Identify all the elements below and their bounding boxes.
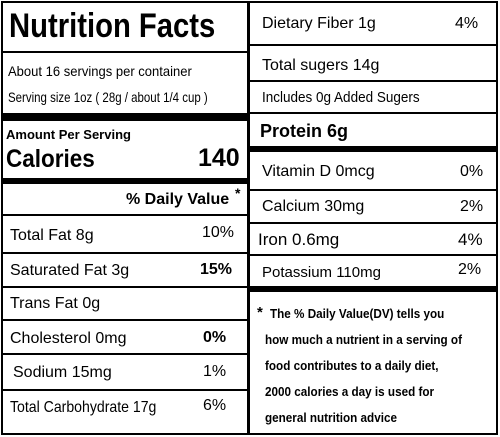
nutrient-daily-value: 6% [203, 397, 227, 414]
nutrient-label: Potassium 110mg [262, 264, 381, 281]
nutrient-daily-value: 2% [458, 261, 482, 278]
rule [250, 80, 496, 82]
nutrient-daily-value: 0% [203, 329, 227, 346]
nutrient-daily-value: 2% [460, 198, 484, 215]
serving-size: Serving size 1oz ( 28g / about 1/4 cup ) [8, 89, 208, 105]
nutrient-label: Total Carbohydrate 17g [10, 399, 157, 416]
rule [3, 252, 247, 254]
footnote-line: The % Daily Value(DV) tells you [270, 306, 445, 321]
amount-per-serving: Amount Per Serving [6, 127, 131, 142]
nutrient-daily-value: 4% [458, 230, 483, 249]
rule [250, 254, 496, 256]
protein-label: Protein 6g [260, 121, 349, 141]
rule [3, 51, 247, 53]
column-divider [247, 1, 250, 435]
daily-value-star: * [235, 185, 241, 201]
nutrient-label: Includes 0g Added Sugers [262, 89, 420, 106]
nutrient-label: Vitamin D 0mcg [262, 163, 375, 180]
nutrient-label: Total sugers 14g [262, 57, 380, 74]
footnote-line: how much a nutrient in a serving of [265, 332, 462, 347]
rule [250, 44, 496, 46]
nutrient-label: Trans Fat 0g [10, 295, 101, 312]
rule [3, 389, 247, 391]
rule [3, 214, 247, 216]
nutrient-daily-value: 0% [460, 163, 484, 180]
label-title: Nutrition Facts [9, 7, 216, 45]
footnote-line: food contributes to a daily diet, [265, 358, 439, 373]
thick-rule [3, 178, 247, 184]
rule [3, 353, 247, 355]
nutrient-label: Calcium 30mg [262, 198, 365, 215]
calories-label: Calories [6, 145, 95, 173]
footnote-star: * [257, 304, 263, 321]
servings-per-container: About 16 servings per container [8, 63, 192, 79]
thick-rule [3, 113, 247, 121]
footnote-line: general nutrition advice [265, 410, 397, 425]
nutrient-label: Saturated Fat 3g [10, 262, 130, 279]
rule [3, 319, 247, 321]
thick-rule [250, 146, 496, 152]
rule [250, 189, 496, 191]
thick-rule [250, 286, 496, 292]
nutrient-label: Cholesterol 0mg [10, 330, 127, 347]
nutrient-daily-value: 15% [200, 261, 233, 278]
calories-value: 140 [198, 144, 240, 172]
nutrient-label: Iron 0.6mg [258, 230, 340, 249]
nutrient-daily-value: 4% [455, 15, 479, 32]
nutrient-label: Sodium 15mg [13, 364, 112, 381]
rule [250, 112, 496, 114]
nutrient-label: Total Fat 8g [10, 227, 94, 244]
rule [250, 222, 496, 224]
nutrient-daily-value: 1% [203, 363, 227, 380]
daily-value-header: % Daily Value [126, 191, 230, 208]
footnote-line: 2000 calories a day is used for [265, 384, 435, 399]
nutrient-label: Dietary Fiber 1g [262, 15, 376, 32]
rule [3, 286, 247, 288]
nutrient-daily-value: 10% [202, 224, 235, 241]
